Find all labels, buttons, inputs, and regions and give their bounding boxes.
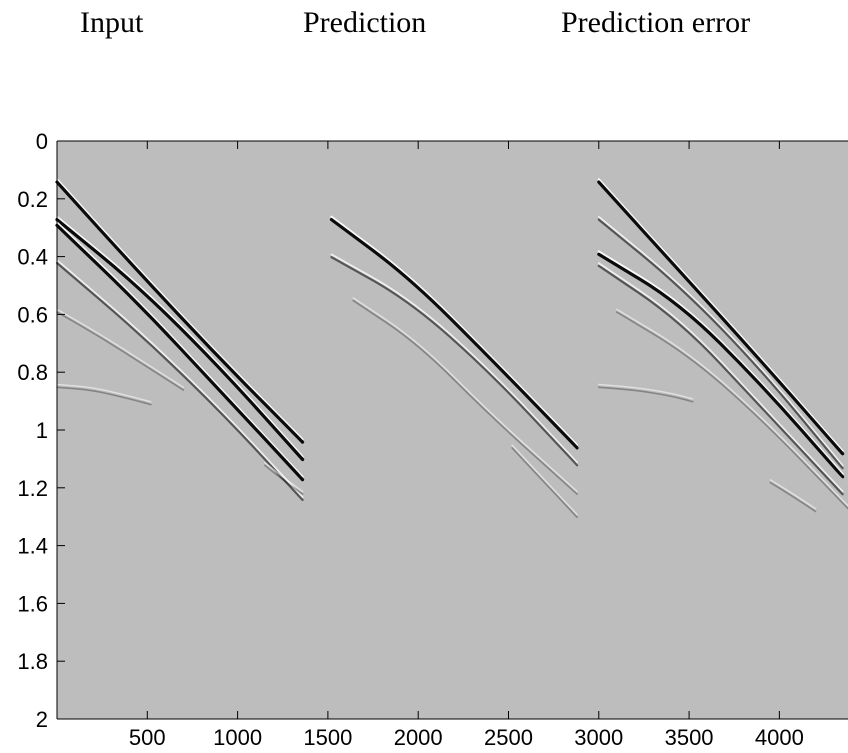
event-trace-panel2-0 [597,180,845,456]
y-tick-label: 0.8 [17,360,48,385]
y-tick-label: 1.2 [17,476,48,501]
panel-title-prediction-error: Prediction error [561,6,751,39]
panel-title-prediction: Prediction [303,6,427,39]
y-tick-label: 1.8 [17,649,48,674]
event-highlight-panel2-0 [597,178,844,453]
x-tick-label: 1500 [303,725,352,750]
event-trace-panel1-2 [352,299,578,495]
event-trace-panel2-1 [597,218,844,470]
event-trace-panel0-4 [56,311,185,391]
event-highlight-panel2-6 [769,479,817,510]
event-highlight-panel0-6 [264,461,304,493]
event-trace-panel1-1 [330,256,579,467]
y-tick-label: 0.4 [17,245,48,270]
event-highlight-panel2-4 [616,308,848,507]
x-tick-label: 3500 [665,725,714,750]
y-tick-label: 2 [36,707,48,732]
event-highlight-panel0-2 [55,221,304,478]
y-tick-label: 1.4 [17,534,48,559]
panel-title-input: Input [80,6,144,39]
event-trace-panel2-2 [597,252,845,479]
event-highlight-panel2-2 [597,250,844,476]
x-tick-label: 500 [129,725,166,750]
y-tick-label: 0 [36,129,48,154]
event-trace-panel0-2 [55,223,305,482]
event-highlight-panel0-1 [55,215,304,458]
event-highlight-panel1-2 [352,297,578,493]
event-trace-panel1-3 [511,447,578,519]
event-highlight-panel2-1 [597,215,844,467]
y-tick-label: 0.6 [17,302,48,327]
x-tick-label: 2000 [394,725,443,750]
x-tick-label: 1000 [213,725,262,750]
event-trace-panel0-3 [55,261,304,502]
x-tick-label: 3000 [574,725,623,750]
x-tick-label: 4000 [755,725,804,750]
event-highlight-panel0-4 [56,308,185,389]
event-highlight-panel1-1 [330,253,579,464]
y-tick-label: 0.2 [17,187,48,212]
x-tick-label: 2500 [484,725,533,750]
plot-area [57,141,848,719]
event-trace-panel1-0 [329,218,579,450]
event-trace-panel2-6 [769,481,817,513]
event-highlight-panel0-3 [56,259,304,499]
event-trace-panel0-6 [263,464,304,496]
event-trace-panel0-0 [55,180,305,444]
event-trace-panel0-1 [55,218,305,462]
event-highlight-panel0-0 [55,178,304,441]
y-tick-label: 1.6 [17,591,48,616]
event-trace-panel2-4 [616,311,848,510]
event-highlight-panel2-5 [598,383,694,400]
event-highlight-panel2-3 [597,262,844,493]
event-trace-panel2-3 [597,264,844,496]
event-trace-panel0-5 [56,386,152,406]
event-highlight-panel1-3 [511,444,578,516]
event-highlight-panel1-0 [330,215,579,447]
y-tick-label: 1 [36,418,48,443]
event-highlight-panel0-5 [56,383,152,403]
event-trace-panel2-5 [598,386,694,403]
